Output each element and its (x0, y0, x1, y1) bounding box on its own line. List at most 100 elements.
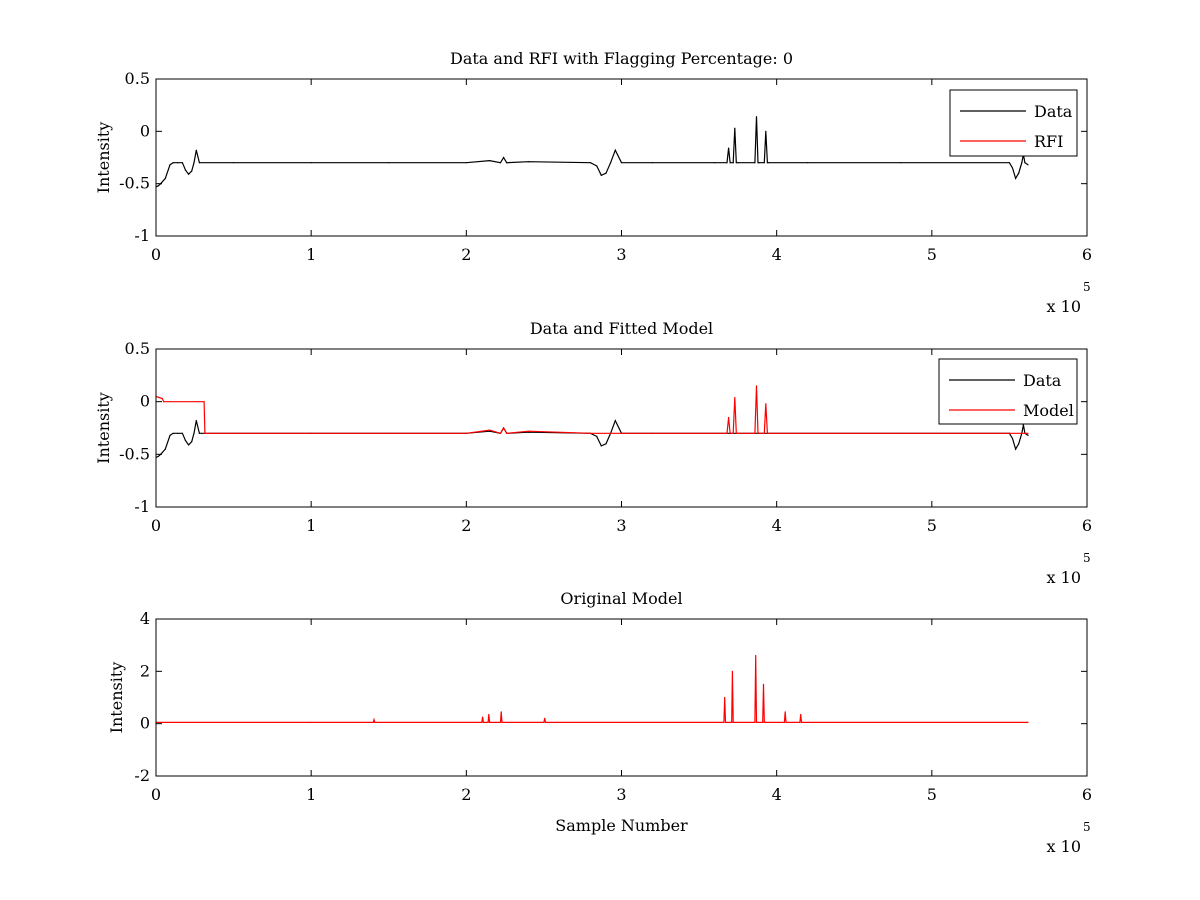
chart-2-model-point (373, 719, 375, 721)
chart-1-model-point (620, 432, 623, 434)
chart-0-data-point (499, 162, 502, 164)
chart-0-data-point (726, 162, 728, 164)
chart-2-model-point (499, 721, 502, 724)
chart-0-data-point (233, 162, 235, 164)
chart-1-legend-box (938, 358, 1078, 425)
chart-0-data-point (506, 162, 508, 164)
chart-2-model-point (724, 696, 726, 699)
chart-2-x-multiplier-base: x 10 (1047, 837, 1081, 856)
chart-1-x-tick-label: 5 (927, 516, 937, 535)
chart-2-y-tick-label: 0 (140, 714, 150, 733)
chart-2-model-point (763, 721, 765, 724)
chart-2-x-axis-label: Sample Number (555, 816, 688, 835)
chart-1-model-point (204, 432, 206, 434)
chart-0-data-point (605, 172, 607, 174)
chart-0-data-point (600, 174, 602, 176)
chart-0-y-tick-label: -1 (134, 226, 150, 245)
chart-1-model-point (759, 432, 761, 434)
chart-2-model-point (372, 721, 374, 724)
chart-1-legend: Data Model (938, 358, 1078, 425)
chart-2-model-point (489, 721, 491, 724)
chart-1-y-tick-label: 0.5 (125, 339, 150, 358)
chart-1-model-point (729, 432, 731, 434)
chart-2-x-tick-label: 6 (1082, 785, 1092, 804)
chart-0-data-point (184, 169, 187, 171)
chart-0-data-point (620, 162, 623, 164)
chart-0-x-tick-label: 4 (772, 245, 782, 264)
chart-2-model-point (543, 721, 545, 724)
chart-1-model-point (1027, 432, 1029, 434)
chart-1-x-tick-label: 0 (151, 516, 161, 535)
chart-1-data-point (184, 440, 187, 442)
chart-1-data-point (489, 430, 491, 432)
chart-1-model-point (310, 432, 312, 434)
chart-2-model-point (723, 721, 725, 724)
chart-0-data-point (765, 130, 767, 132)
chart-0-data-point (181, 162, 183, 164)
chart-2-y-axis-label: Intensity (107, 662, 126, 734)
chart-1-y-tick-label: 0 (140, 392, 150, 411)
chart-1-data-point (195, 420, 197, 422)
chart-0-x-tick-label: 5 (927, 245, 937, 264)
chart-1-data-point (169, 434, 171, 436)
chart-0-y-tick-label: 0 (140, 121, 150, 140)
chart-0-data-point (1024, 162, 1026, 164)
chart-2-model-series-line (156, 655, 1028, 724)
chart-1-model-point (714, 432, 716, 434)
chart-1-model-point (499, 432, 502, 434)
chart-0-data-point (191, 170, 193, 172)
chart-1-model-point (755, 385, 758, 387)
chart-1-data-point (605, 443, 607, 445)
chart-2-model-point (1027, 721, 1029, 724)
chart-0-data-point (172, 162, 174, 164)
chart-1-data-point (596, 435, 598, 437)
chart-0-y-tick-label: 0.5 (125, 69, 150, 88)
chart-0-data-point (768, 162, 770, 164)
chart-0-legend-label-data: Data (1034, 102, 1073, 121)
chart-2-model-point (724, 721, 727, 724)
chart-2-model-point (799, 721, 801, 724)
chart-1-model-point (489, 429, 491, 431)
chart-0-x-tick-label: 6 (1082, 245, 1092, 264)
chart-2-model-point (755, 655, 757, 657)
chart-1-model-point (503, 427, 505, 429)
chart-1-x-tick-label: 4 (772, 516, 782, 535)
chart-1-model-point (754, 432, 756, 434)
chart-0-x-tick-label: 2 (461, 245, 471, 264)
chart-0-data-point (763, 162, 765, 164)
chart-2-model-point (374, 721, 376, 724)
chart-1-model-point (203, 401, 205, 403)
chart-1-data-point (1011, 437, 1014, 440)
chart-2-model-point (500, 711, 502, 713)
chart-1-y-tick-label: -0.5 (119, 444, 150, 463)
chart-0-data-point (754, 162, 756, 164)
chart-1-model-point (735, 432, 737, 434)
chart-2-model-point (731, 670, 734, 672)
chart-1-legend-label-data: Data (1023, 371, 1062, 390)
chart-2-x-multiplier-exponent: 5 (1083, 820, 1091, 834)
chart-0-data-point (169, 164, 171, 166)
chart-2-model-point (800, 713, 802, 716)
chart-2-model-point (783, 721, 786, 724)
chart-2-x-tick-label: 3 (616, 785, 626, 804)
chart-1-y-axis-label: Intensity (94, 392, 113, 464)
chart-1-model-point (465, 432, 467, 434)
chart-0-data-point (164, 177, 166, 179)
chart-1-model-point (158, 396, 160, 399)
chart-0-data-point (527, 161, 530, 163)
chart-0-data-point (1008, 162, 1011, 164)
chart-1-data-point (157, 455, 159, 457)
chart-1-model-point (734, 396, 736, 399)
chart-1-x-tick-label: 1 (306, 516, 316, 535)
chart-0-x-multiplier-base: x 10 (1047, 297, 1081, 316)
chart-1-data-point (191, 441, 193, 443)
chart-0-data-point (1021, 162, 1023, 164)
chart-0-legend-label-rfi: RFI (1034, 132, 1063, 151)
chart-2-model-point (488, 713, 490, 716)
chart-1-data-point (188, 444, 190, 446)
chart-1-model-point (768, 432, 770, 434)
chart-0-data-point (193, 162, 195, 164)
chart-1-model-point (163, 401, 165, 403)
